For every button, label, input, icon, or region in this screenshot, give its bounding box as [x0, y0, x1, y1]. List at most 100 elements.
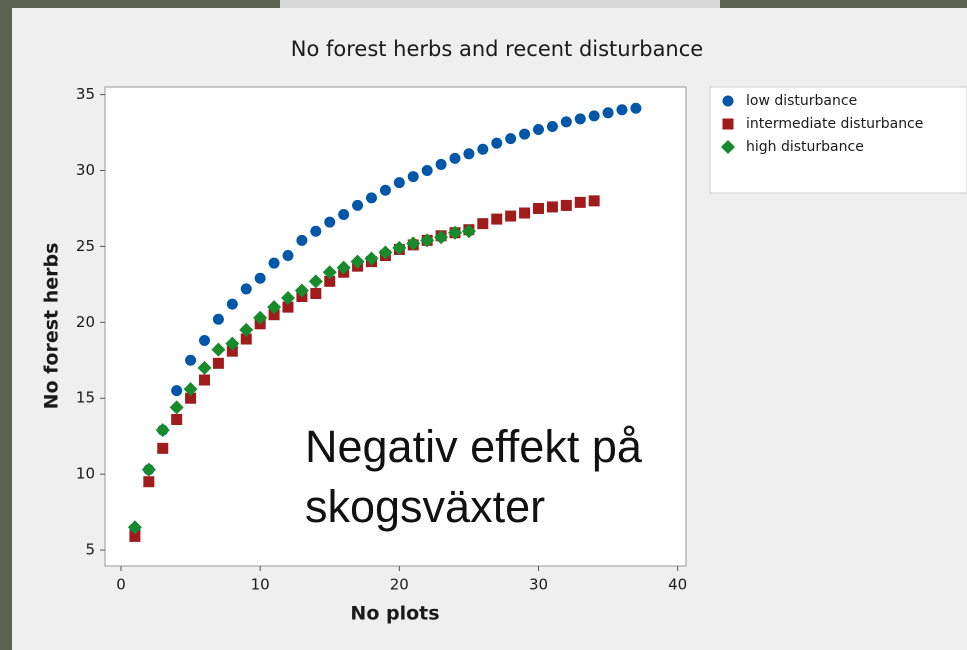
legend-marker [722, 95, 734, 107]
marker [616, 104, 628, 116]
marker [338, 209, 350, 221]
marker [280, 291, 295, 306]
marker [226, 345, 238, 357]
y-tick-label: 15 [76, 389, 95, 407]
marker [588, 195, 600, 207]
annotation: skogsväxter [305, 481, 545, 532]
marker [199, 335, 211, 347]
marker [519, 128, 531, 140]
x-tick-label: 0 [116, 576, 126, 594]
legend-label: intermediate disturbance [746, 116, 923, 132]
marker [532, 124, 544, 136]
marker [169, 400, 184, 415]
marker [324, 216, 336, 228]
marker [491, 213, 503, 225]
y-axis-title: No forest herbs [41, 243, 63, 410]
marker [560, 199, 572, 211]
marker [421, 165, 433, 177]
marker [171, 413, 183, 425]
marker [588, 110, 600, 122]
marker [268, 309, 280, 321]
marker [350, 254, 365, 269]
y-tick-label: 35 [76, 85, 95, 103]
marker [141, 462, 156, 477]
marker [447, 225, 462, 240]
marker [378, 245, 393, 260]
plot-area [104, 86, 687, 567]
marker [477, 218, 489, 230]
marker [185, 354, 197, 366]
marker [463, 148, 475, 160]
marker [546, 120, 558, 132]
marker [574, 113, 586, 125]
marker [532, 202, 544, 214]
marker [240, 283, 252, 295]
marker [420, 233, 435, 248]
x-tick-label: 20 [390, 576, 409, 594]
marker [379, 184, 391, 196]
x-axis-title: No plots [350, 603, 439, 625]
marker [392, 240, 407, 255]
marker [393, 177, 405, 189]
marker [546, 201, 558, 213]
y-tick-label: 30 [76, 161, 95, 179]
marker [407, 171, 419, 183]
marker [336, 260, 351, 275]
x-tick-label: 40 [668, 576, 687, 594]
marker [171, 385, 183, 397]
marker [574, 196, 586, 208]
marker [212, 357, 224, 369]
marker [461, 224, 476, 239]
marker [282, 250, 294, 262]
marker [212, 313, 224, 325]
marker [240, 333, 252, 345]
marker [352, 199, 364, 211]
marker [308, 274, 323, 289]
chart-title: No forest herbs and recent disturbance [291, 37, 703, 61]
marker [505, 133, 517, 145]
marker [129, 530, 141, 542]
marker [183, 382, 198, 397]
marker [365, 192, 377, 204]
x-tick-label: 10 [251, 576, 270, 594]
marker [197, 360, 212, 375]
y-tick-label: 10 [76, 465, 95, 483]
marker [322, 265, 337, 280]
marker [435, 158, 447, 170]
legend-marker [722, 118, 734, 130]
marker [127, 520, 142, 535]
y-tick-label: 5 [85, 541, 95, 559]
legend-label: high disturbance [746, 139, 864, 155]
legend-marker [721, 140, 735, 154]
marker [491, 137, 503, 149]
marker [406, 236, 421, 251]
marker [505, 210, 517, 222]
marker [185, 392, 197, 404]
marker [449, 152, 461, 164]
marker [602, 107, 614, 119]
legend-label: low disturbance [746, 93, 857, 109]
marker [267, 300, 282, 315]
marker [477, 143, 489, 155]
marker [155, 423, 170, 438]
marker [434, 230, 449, 245]
photo-background [280, 0, 720, 8]
marker [225, 336, 240, 351]
marker [324, 275, 336, 287]
annotation: Negativ effekt på [305, 421, 643, 472]
marker [226, 298, 238, 310]
marker [239, 322, 254, 337]
marker [157, 442, 169, 454]
marker [254, 272, 266, 284]
marker [143, 476, 155, 488]
marker [294, 283, 309, 298]
marker [199, 374, 211, 386]
marker [211, 342, 226, 357]
marker [310, 225, 322, 237]
y-tick-label: 20 [76, 313, 95, 331]
marker [630, 102, 642, 114]
y-tick-label: 25 [76, 237, 95, 255]
marker [253, 310, 268, 325]
